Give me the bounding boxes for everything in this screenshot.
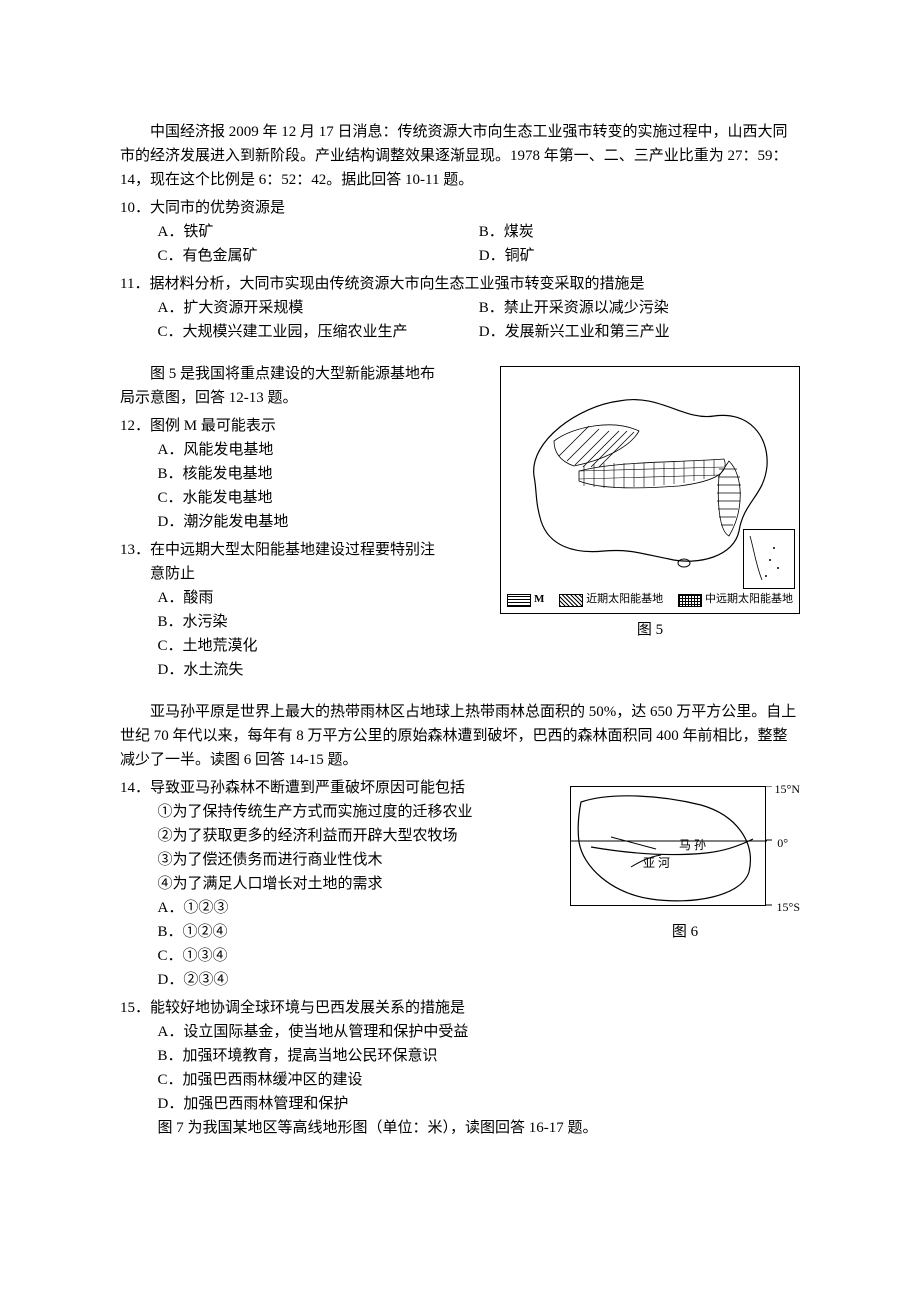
lat-15n: 15°N xyxy=(775,780,800,799)
q14-opt-d: D．②③④ xyxy=(120,968,800,992)
legend-far-label: 中远期太阳能基地 xyxy=(705,591,793,609)
q11-title: 11．据材料分析，大同市实现由传统资源大市向生态工业强市转变采取的措施是 xyxy=(120,272,800,296)
q15-opt-a: A．设立国际基金，使当地从管理和保护中受益 xyxy=(120,1020,800,1044)
river-label-top: 马 孙 xyxy=(679,838,706,852)
section-a-intro: 中国经济报 2009 年 12 月 17 日消息：传统资源大市向生态工业强市转变… xyxy=(120,120,800,192)
section-c-trailing: 图 7 为我国某地区等高线地形图（单位：米），读图回答 16-17 题。 xyxy=(120,1116,800,1140)
q10-opt-a: A．铁矿 xyxy=(158,220,479,244)
q15-title: 15．能较好地协调全球环境与巴西发展关系的措施是 xyxy=(120,996,800,1020)
q11-opt-c: C．大规模兴建工业园，压缩农业生产 xyxy=(158,320,479,344)
china-map-icon xyxy=(519,381,779,571)
q15-opt-d: D．加强巴西雨林管理和保护 xyxy=(120,1092,800,1116)
figure-5-caption: 图 5 xyxy=(500,618,800,642)
section-c-intro: 亚马孙平原是世界上最大的热带雨林区占地球上热带雨林总面积的 50%，达 650 … xyxy=(120,700,800,772)
amazon-map-icon: 马 孙 亚 河 xyxy=(571,787,767,907)
lat-15s: 15°S xyxy=(777,898,800,917)
q13-opt-d: D．水土流失 xyxy=(120,658,800,682)
q10-opt-b: B．煤炭 xyxy=(479,220,800,244)
legend-near-label: 近期太阳能基地 xyxy=(586,591,663,609)
figure-6: 马 孙 亚 河 15°N 0° 15°S 图 6 xyxy=(570,778,800,944)
q11-opt-b: B．禁止开采资源以减少污染 xyxy=(479,296,800,320)
legend-m-label: M xyxy=(534,591,544,609)
figure-6-caption: 图 6 xyxy=(570,920,800,944)
river-label-bot: 亚 河 xyxy=(643,856,670,870)
q10-opt-d: D．铜矿 xyxy=(479,244,800,268)
q10-title: 10．大同市的优势资源是 xyxy=(120,196,800,220)
q15-opt-c: C．加强巴西雨林缓冲区的建设 xyxy=(120,1068,800,1092)
q11-opt-a: A．扩大资源开采规模 xyxy=(158,296,479,320)
q14-opt-c: C．①③④ xyxy=(120,944,800,968)
q15-opt-b: B．加强环境教育，提高当地公民环保意识 xyxy=(120,1044,800,1068)
q10-opt-c: C．有色金属矿 xyxy=(158,244,479,268)
lat-0: 0° xyxy=(777,834,788,853)
south-china-sea-inset xyxy=(743,529,795,589)
figure-5: M 近期太阳能基地 中远期太阳能基地 图 5 xyxy=(500,366,800,642)
q11-opt-d: D．发展新兴工业和第三产业 xyxy=(479,320,800,344)
